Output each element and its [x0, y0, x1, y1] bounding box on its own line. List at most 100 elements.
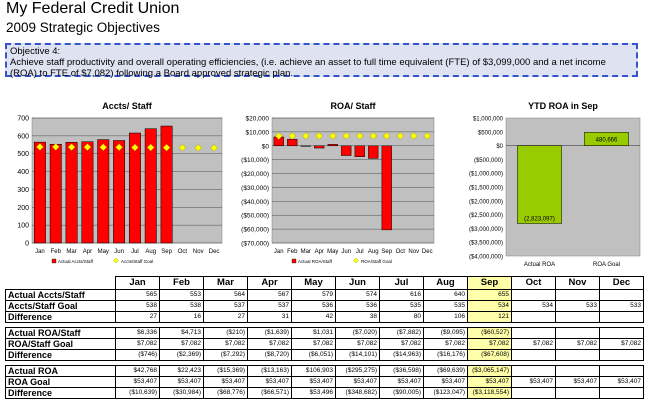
ytd-chart-data-label: 480,666: [596, 137, 618, 143]
month-header-sep: Sep: [467, 276, 512, 290]
roa-chart-bar: [314, 145, 325, 149]
roa-chart-bar: [368, 145, 379, 159]
roa-chart-x-tick: Sep: [381, 249, 392, 255]
table-cell: $53,407: [291, 376, 336, 388]
table-cell: 537: [247, 300, 292, 312]
accts-chart-legend-goal-swatch: [113, 257, 119, 264]
objective-label: Objective 4:: [10, 46, 61, 57]
table-cell: ($60,527): [467, 327, 512, 339]
row-label: Difference: [5, 311, 116, 323]
table-cell: 536: [335, 300, 380, 312]
table-cell: 80: [379, 311, 424, 323]
roa-staff-chart-svg: ROA/ Staff ($70,000) ($60,000) ($50,000) ($4…: [241, 101, 435, 264]
accts-chart-goal-marker: [178, 143, 187, 152]
table-row: Accts/Staff Goal 538 538 537 537 536 536 535 535…: [5, 300, 644, 312]
table-cell: ($3,065,147): [467, 365, 512, 377]
table-cell: $7,082: [511, 338, 556, 350]
page-subtitle: 2009 Strategic Objectives: [6, 20, 160, 35]
month-header-nov: Nov: [555, 276, 600, 290]
row-label: Actual Accts/Staff: [5, 289, 116, 301]
table-cell: ($90,005): [379, 387, 424, 399]
table-cell: ($36,598): [379, 365, 424, 377]
table-cell: 106: [423, 311, 468, 323]
table-cell: [599, 311, 644, 323]
table-cell: $53,407: [467, 376, 512, 388]
accts-chart-legend-actual-label: Actual Accts/Staff: [58, 259, 94, 264]
accts-chart-legend-actual-swatch: [51, 258, 57, 264]
accts-chart-goal-marker: [210, 144, 218, 152]
accts-chart-y-tick: 400: [17, 169, 29, 176]
table-cell: $53,407: [335, 376, 380, 388]
row-label: Accts/Staff Goal: [5, 300, 116, 312]
roa-chart-y-tick: ($30,000): [241, 185, 269, 192]
row-label: ROA Goal: [5, 376, 116, 388]
table-cell: ($295,275): [335, 365, 380, 377]
table-cell: $7,082: [555, 338, 600, 350]
roa-chart-goal-marker: [382, 132, 391, 140]
table-cell: 538: [159, 300, 204, 312]
table-cell: 534: [467, 300, 512, 312]
table-cell: $7,082: [247, 338, 292, 350]
table-cell: 38: [335, 311, 380, 323]
roa-chart-y-tick: ($10,000): [241, 157, 269, 164]
month-header-jun: Jun: [335, 276, 380, 290]
roa-chart-goal-marker: [328, 132, 337, 140]
table-cell: 535: [423, 300, 468, 312]
table-cell: 533: [555, 300, 600, 312]
objective-text: Achieve staff productivity and overall o…: [10, 57, 606, 79]
accts-chart-x-tick: Oct: [178, 249, 188, 255]
ytd-chart-y-tick: ($1,500,000): [469, 186, 503, 192]
table-cell: $4,713: [159, 327, 204, 339]
table-cell: ($746): [115, 349, 160, 361]
month-header-dec: Dec: [599, 276, 644, 290]
table-cell: 27: [115, 311, 160, 323]
accts-chart-x-tick: Mar: [66, 249, 76, 255]
roa-chart-bar: [381, 145, 392, 231]
month-header-row: Jan Feb Mar Apr May Jun Jul Aug Sep Oct Nov Dec: [5, 276, 644, 290]
table-cell: 640: [423, 289, 468, 301]
table-cell: 538: [115, 300, 160, 312]
ytd-chart-y-tick: $500,000: [478, 130, 504, 136]
table-cell: $7,082: [599, 338, 644, 350]
table-row: Difference ($746) ($2,369) ($7,292) ($8,720)…: [5, 349, 644, 361]
roa-chart-y-tick: $0: [262, 143, 270, 150]
accts-staff-chart-svg: Accts/ Staff 0 100 200 300 400 500 600 700 Jan Feb…: [17, 101, 223, 264]
table-cell: 536: [291, 300, 336, 312]
table-cell: $7,082: [203, 338, 248, 350]
accts-chart-bar: [33, 141, 46, 244]
row-label: Actual ROA: [5, 365, 116, 377]
corner-cell: [5, 276, 116, 290]
accts-chart-goal-marker: [131, 143, 139, 152]
accts-chart-goal-marker: [115, 143, 123, 152]
roa-chart-y-tick: ($50,000): [241, 213, 269, 220]
table-cell: $53,407: [599, 376, 644, 388]
roa-chart-goal-marker: [423, 132, 432, 140]
roa-chart-y-tick: $10,000: [246, 129, 270, 136]
month-header-oct: Oct: [511, 276, 556, 290]
accts-chart-y-tick: 300: [17, 187, 29, 194]
table-row: ROA Goal $53,407 $53,407 $53,407 $53,407 $53,…: [5, 376, 644, 388]
roa-chart-legend-goal-label: ROA/Staff Goal: [361, 259, 392, 264]
table-cell: ($10,639): [115, 387, 160, 399]
table-cell: ($14,101): [335, 349, 380, 361]
table-cell: ($210): [203, 327, 248, 339]
table-cell: [555, 349, 600, 361]
accts-chart-goal-marker: [67, 143, 76, 151]
accts-chart-x-tick: Nov: [193, 249, 204, 255]
table-cell: $53,407: [511, 376, 556, 388]
table-row: Actual ROA $42,768 $22,423 ($15,369) ($13,16…: [5, 365, 644, 377]
table-cell: ($7,882): [379, 327, 424, 339]
row-label: Difference: [5, 349, 116, 361]
table-cell: ($2,369): [159, 349, 204, 361]
accts-chart-goal-marker: [146, 143, 155, 152]
ytd-chart-y-tick: ($2,500,000): [469, 213, 503, 219]
table-cell: [599, 327, 644, 339]
table-cell: ($67,608): [467, 349, 512, 361]
table-cell: 42: [291, 311, 336, 323]
accts-chart-title: Accts/ Staff: [102, 101, 153, 111]
accts-chart-y-tick: 600: [17, 133, 29, 140]
accts-chart-goal-marker: [36, 143, 44, 151]
roa-chart-bar: [327, 144, 338, 147]
ytd-chart-y-tick: ($3,500,000): [469, 241, 503, 247]
table-cell: 535: [379, 300, 424, 312]
